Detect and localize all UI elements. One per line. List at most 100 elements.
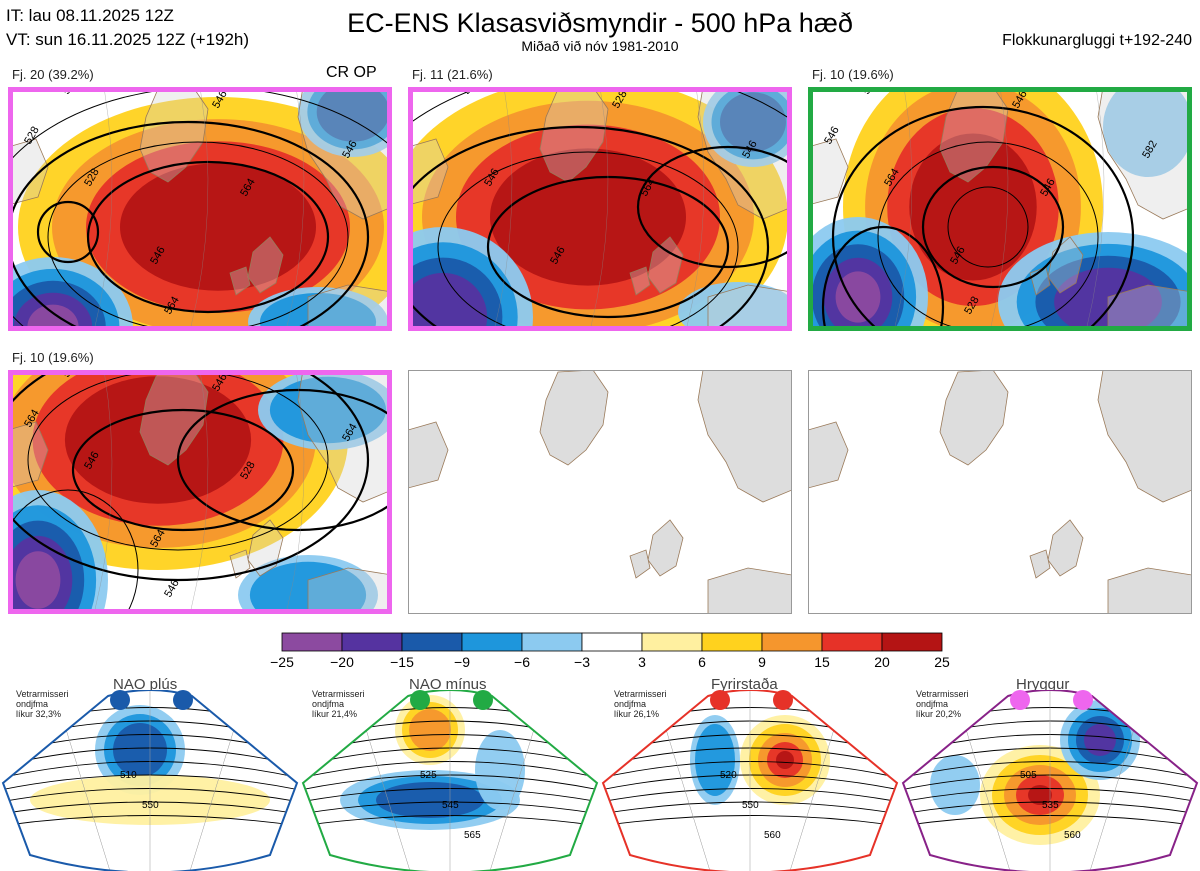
anomaly-shading	[408, 272, 488, 331]
panel-frame	[408, 87, 792, 331]
regime-dot	[173, 690, 193, 710]
panel-1-label: Fj. 20 (39.2%)	[12, 67, 94, 82]
regime-contour-label: 550	[742, 800, 759, 811]
land-mass	[707, 567, 792, 614]
graticule-line	[589, 87, 609, 331]
regime-nao-minus-map: 525 545 565	[300, 690, 600, 871]
colorbar-bin	[881, 632, 943, 652]
land-mass	[539, 87, 609, 183]
panel-3-label: Fj. 10 (19.6%)	[812, 67, 894, 82]
land-mass	[808, 138, 849, 206]
land-mass	[697, 370, 792, 503]
height-contour	[71, 408, 295, 532]
anomaly-shading	[120, 163, 316, 291]
anomaly-shading	[27, 304, 79, 331]
colorbar-tick: 6	[698, 654, 706, 670]
regime-nao-plus-map: 510 550	[0, 690, 300, 871]
cluster-map-2: 546528546564546546	[408, 87, 792, 331]
land-mass	[939, 370, 1009, 466]
height-contour	[27, 370, 329, 551]
colorbar-bin	[461, 632, 523, 652]
graticule-line	[93, 370, 113, 614]
colorbar-tick: −25	[270, 654, 294, 670]
regime-dot	[410, 690, 430, 710]
height-contour	[437, 151, 739, 331]
header-times: IT: lau 08.11.2025 12Z VT: sun 16.11.202…	[6, 4, 249, 52]
land-mass	[307, 284, 392, 331]
land-mass	[229, 549, 251, 579]
graticule-line	[285, 370, 305, 614]
land-mass	[307, 567, 392, 614]
colorbar-tick: −3	[574, 654, 590, 670]
colorbar-tick: −15	[390, 654, 414, 670]
colorbar	[280, 632, 944, 657]
regime-contour-label: 565	[464, 830, 481, 841]
colorbar-tick: 25	[934, 654, 950, 670]
cluster-map-3: 528546582546564546528546	[808, 87, 1192, 331]
colorbar-tick: −20	[330, 654, 354, 670]
anomaly-shading	[490, 148, 686, 286]
height-contour	[821, 225, 945, 331]
anomaly-shading	[678, 282, 792, 331]
anomaly-shading	[259, 292, 377, 331]
colorbar-tick: 20	[874, 654, 890, 670]
graticule-line	[93, 87, 113, 331]
graticule-line	[285, 87, 305, 331]
regime-contour-label: 560	[1064, 830, 1081, 841]
colorbar-tick: 9	[758, 654, 766, 670]
land-mass	[539, 370, 609, 466]
panel-2-label: Fj. 11 (21.6%)	[412, 67, 493, 82]
regime-4-title: Hryggur	[1016, 676, 1070, 693]
panel-frame	[808, 370, 1192, 614]
colorbar-bin	[821, 632, 883, 652]
height-contour	[831, 105, 1135, 331]
regime-field	[603, 690, 897, 871]
cluster-map-4: 564546564528546564546564	[8, 370, 392, 614]
colorbar-bin	[581, 632, 643, 652]
height-contour	[47, 141, 349, 331]
regime-graticule	[659, 690, 841, 871]
land-mass	[1107, 284, 1192, 331]
height-contour	[8, 370, 370, 582]
colorbar-bin	[701, 632, 763, 652]
colorbar-bin	[641, 632, 703, 652]
graticule-line	[493, 87, 513, 331]
anomaly-shading	[64, 376, 252, 504]
height-contour	[408, 125, 770, 331]
regime-frame	[301, 690, 599, 871]
land-mass	[629, 549, 651, 579]
regime-dot	[473, 690, 493, 710]
regime-contour-label: 520	[720, 770, 737, 781]
graticule-line	[685, 87, 705, 331]
land-mass	[808, 421, 849, 489]
regime-2-title: NAO mínus	[409, 676, 487, 693]
land-mass	[1097, 370, 1192, 503]
regime-blocking-map: 520 550 560	[600, 690, 900, 871]
panel-1-crop-label: CR OP	[326, 64, 377, 81]
graticule-line	[989, 87, 1009, 331]
regime-4-note: Vetrarmisseri ondjfma líkur 20,2%	[916, 689, 969, 719]
height-contour	[86, 160, 330, 314]
regime-contour-label: 510	[120, 770, 137, 781]
regime-anomaly	[409, 709, 451, 751]
regime-contour-label: 535	[1042, 800, 1059, 811]
height-contour	[8, 489, 139, 614]
regime-field	[3, 690, 297, 871]
panel-frame	[408, 370, 792, 614]
regime-contour-label: 505	[1020, 770, 1037, 781]
graticule-line	[893, 87, 913, 331]
colorbar-tick: −6	[514, 654, 530, 670]
valid-time: VT: sun 16.11.2025 12Z (+192h)	[6, 30, 250, 49]
empty-map-6	[808, 370, 1192, 614]
regime-field	[903, 690, 1197, 871]
anomaly-shading	[316, 87, 390, 142]
regime-dot	[773, 690, 793, 710]
colorbar-bin	[401, 632, 463, 652]
regime-graticule	[59, 690, 241, 871]
classification-window: Flokkunargluggi t+192-240	[1002, 32, 1192, 49]
cluster-map-1: 528546546564528546564528	[8, 87, 392, 331]
anomaly-shading	[15, 551, 61, 609]
regime-field	[303, 690, 597, 871]
regime-ridge-map: 505 535 560	[900, 690, 1200, 871]
regime-graticule	[959, 690, 1141, 871]
